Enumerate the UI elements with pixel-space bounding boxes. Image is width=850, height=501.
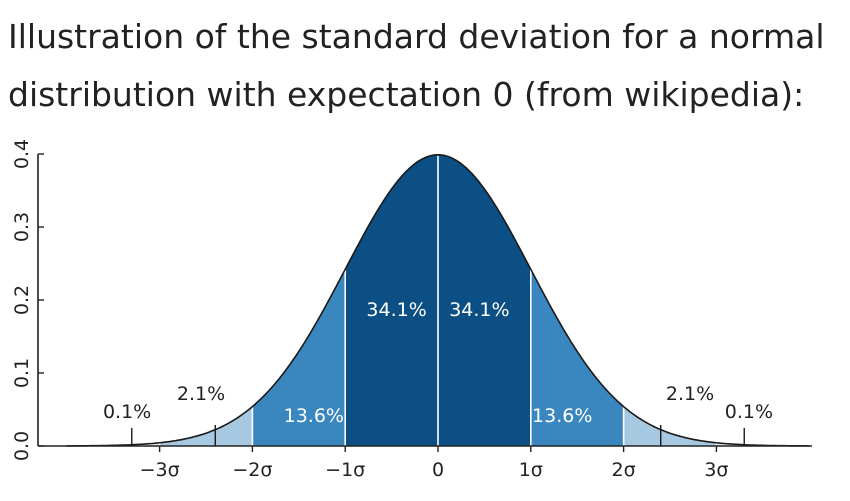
caption-line-1: Illustration of the standard deviation f… <box>8 17 825 56</box>
caption-line-2: distribution with expectation 0 (from wi… <box>8 75 805 114</box>
band-label-6: 0.1% <box>103 401 151 423</box>
labels-layer: 2.1% 13.6% 34.1% 34.1% 13.6% 2.1% 0.1% 0.1% <box>103 299 773 446</box>
x-tick-label-2: −1σ <box>325 459 365 481</box>
y-tick-label-1: 0.1 <box>11 358 33 388</box>
band-label-5: 2.1% <box>666 383 714 405</box>
caption: Illustration of the standard deviation f… <box>8 8 844 124</box>
band-0 <box>159 406 253 446</box>
band-label-7: 0.1% <box>725 401 773 423</box>
x-tick-label-4: 1σ <box>519 459 543 481</box>
x-tick-label-5: 2σ <box>612 459 636 481</box>
x-tick-label-1: −2σ <box>232 459 272 481</box>
curve-layer <box>66 153 810 447</box>
y-tick-label-4: 0.4 <box>11 139 33 169</box>
divider-layer <box>158 154 718 446</box>
x-tick-label-0: −3σ <box>140 459 180 481</box>
band-5 <box>623 406 717 446</box>
y-tick-label-0: 0.0 <box>11 431 33 461</box>
axes-layer: 0.0 0.1 0.2 0.3 0.4 −3σ −2σ −1σ 0 1σ 2σ 3σ <box>11 139 812 481</box>
x-tick-label-3: 0 <box>432 459 444 481</box>
y-tick-label-2: 0.2 <box>11 285 33 315</box>
band-label-4: 13.6% <box>532 405 592 427</box>
band-label-0: 2.1% <box>177 383 225 405</box>
y-tick-label-3: 0.3 <box>11 212 33 242</box>
band-label-1: 13.6% <box>284 405 344 427</box>
density-curve <box>66 153 810 447</box>
band-label-3: 34.1% <box>449 299 509 321</box>
band-label-2: 34.1% <box>366 299 426 321</box>
x-tick-label-6: 3σ <box>704 459 728 481</box>
